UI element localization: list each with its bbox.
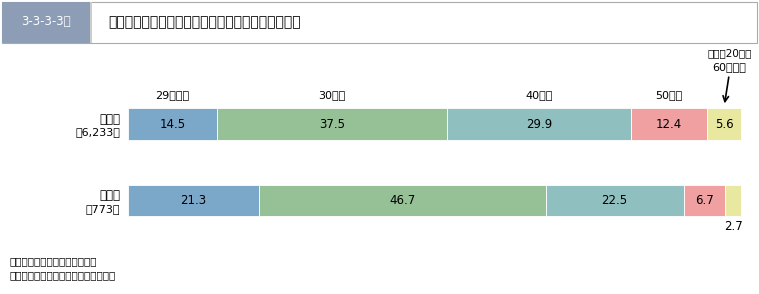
Text: ２　（　）内は，実人員である。: ２ （ ）内は，実人員である。 (10, 270, 116, 280)
Bar (259, 185, 546, 216)
Bar (128, 185, 259, 216)
Text: 29歳以下: 29歳以下 (156, 90, 190, 100)
Bar (447, 108, 631, 140)
Bar (631, 108, 707, 140)
Text: 3-3-3-3図: 3-3-3-3図 (21, 15, 71, 29)
Text: 5.6: 5.6 (715, 118, 733, 131)
Text: 総　数: 総 数 (99, 113, 120, 126)
Text: 女　子: 女 子 (99, 189, 120, 202)
Text: 6.7: 6.7 (694, 194, 713, 207)
Text: 29.9: 29.9 (526, 118, 553, 131)
Text: 40歳代: 40歳代 (525, 90, 553, 100)
Bar (90, 2, 92, 43)
Text: 21.3: 21.3 (181, 194, 206, 207)
Bar (546, 185, 684, 216)
Text: （平成20年）: （平成20年） (707, 49, 751, 59)
Text: 30歳代: 30歳代 (319, 90, 346, 100)
Text: 60歳以上: 60歳以上 (712, 62, 746, 72)
Text: 50歳代: 50歳代 (655, 90, 682, 100)
Text: 46.7: 46.7 (389, 194, 415, 207)
Text: 22.5: 22.5 (602, 194, 628, 207)
Text: 2.7: 2.7 (724, 220, 742, 233)
Text: 注　１　矯正統計年報による。: 注 １ 矯正統計年報による。 (10, 256, 97, 266)
Text: 14.5: 14.5 (159, 118, 186, 131)
Text: 37.5: 37.5 (319, 118, 345, 131)
Text: （773）: （773） (86, 203, 120, 213)
Bar (2, 2, 90, 43)
Bar (707, 108, 742, 140)
Text: 12.4: 12.4 (656, 118, 682, 131)
Bar (684, 185, 725, 216)
Bar (217, 108, 447, 140)
Text: 覚せい剤取締法違反　入所受刑者の年齢層別構成比: 覚せい剤取締法違反 入所受刑者の年齢層別構成比 (108, 15, 301, 29)
Text: （6,233）: （6,233） (75, 127, 120, 137)
Bar (725, 185, 742, 216)
Bar (128, 108, 217, 140)
